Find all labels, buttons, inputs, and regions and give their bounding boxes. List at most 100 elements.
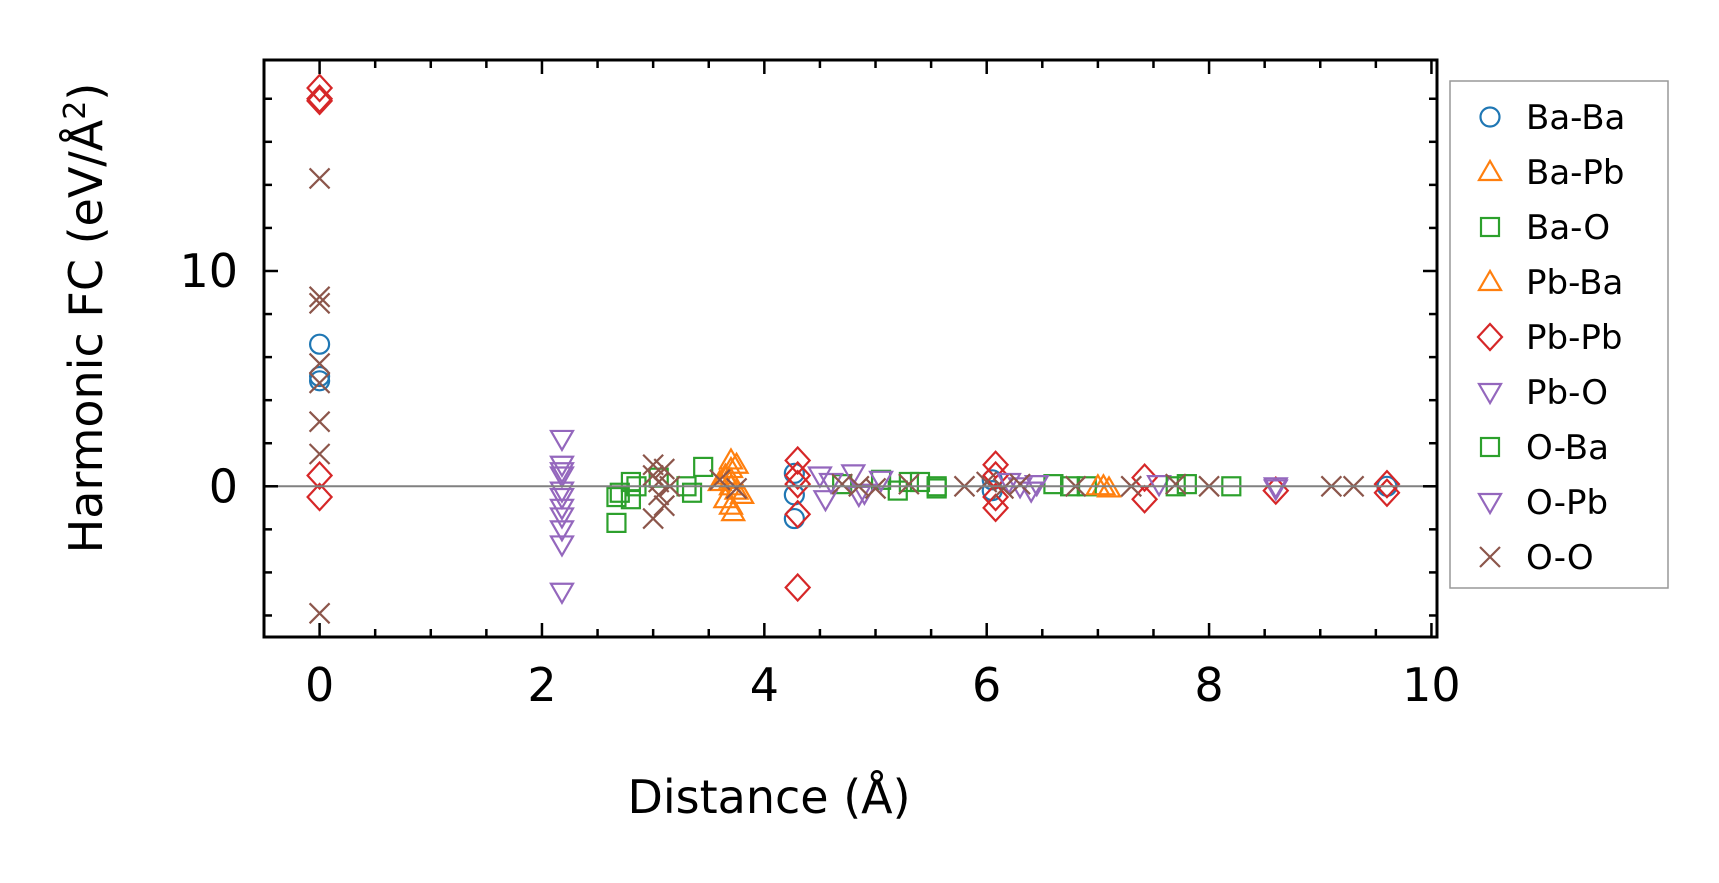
legend-label: Ba-Ba bbox=[1526, 98, 1625, 138]
data-point bbox=[549, 466, 575, 489]
data-point bbox=[681, 482, 703, 503]
data-point bbox=[308, 372, 331, 394]
data-point bbox=[549, 507, 575, 530]
tick-labels: 0 2 4 6 8 10 0 10 bbox=[179, 244, 1460, 712]
data-point bbox=[783, 462, 805, 484]
data-point bbox=[729, 481, 756, 505]
legend: Ba-Ba Ba-Pb Ba-O Pb-Ba Pb-Pb Pb-O O-Ba O-Pb O-O bbox=[1449, 80, 1669, 589]
data-point bbox=[1373, 469, 1401, 499]
legend-marker bbox=[1477, 492, 1503, 516]
x-axis-title: Distance (Å) bbox=[627, 770, 910, 824]
data-point bbox=[1373, 478, 1401, 508]
data-point bbox=[783, 507, 805, 530]
data-point bbox=[807, 466, 833, 489]
data-point bbox=[693, 456, 714, 478]
data-point bbox=[1131, 463, 1159, 493]
data-point bbox=[1164, 473, 1187, 495]
data-point bbox=[653, 458, 676, 480]
data-point bbox=[308, 292, 331, 315]
legend-label: Pb-Ba bbox=[1526, 263, 1623, 303]
legend-item: Ba-O bbox=[1479, 208, 1610, 248]
x-tick-label: 0 bbox=[305, 658, 334, 712]
data-point bbox=[706, 468, 733, 492]
data-point bbox=[818, 472, 844, 496]
data-point bbox=[308, 370, 331, 392]
legend-item: Pb-O bbox=[1477, 373, 1608, 413]
data-point bbox=[609, 482, 630, 503]
legend-item: Ba-Ba bbox=[1479, 98, 1625, 138]
legend-label: O-Pb bbox=[1526, 483, 1608, 523]
data-point bbox=[1018, 481, 1045, 504]
data-point bbox=[1009, 473, 1031, 495]
data-point bbox=[982, 460, 1010, 491]
x-tick-label: 4 bbox=[750, 658, 779, 712]
legend-item: Pb-Pb bbox=[1476, 318, 1622, 358]
data-point bbox=[1007, 477, 1033, 500]
data-point bbox=[723, 451, 750, 474]
y-axis-title-superscript: 2 bbox=[58, 101, 93, 120]
data-point bbox=[982, 482, 1010, 512]
legend-label: Pb-O bbox=[1526, 373, 1608, 413]
data-point bbox=[1084, 473, 1111, 496]
plot-frame bbox=[262, 58, 1439, 639]
data-point bbox=[712, 462, 739, 485]
data-point bbox=[549, 462, 575, 485]
data-point bbox=[1043, 474, 1064, 495]
data-point bbox=[725, 477, 748, 500]
data-point bbox=[784, 460, 812, 491]
data-point bbox=[549, 455, 575, 478]
data-point bbox=[647, 484, 670, 506]
data-point bbox=[306, 460, 334, 491]
data-point bbox=[1176, 474, 1197, 495]
legend-label: O-Ba bbox=[1526, 428, 1609, 468]
data-point bbox=[784, 469, 812, 499]
series-o-pb bbox=[549, 462, 1289, 530]
data-point bbox=[653, 494, 676, 517]
data-point bbox=[840, 464, 867, 487]
legend-label: Ba-Pb bbox=[1526, 153, 1625, 193]
x-tick-label: 8 bbox=[1194, 658, 1223, 712]
data-point bbox=[868, 470, 894, 494]
data-point bbox=[549, 520, 575, 543]
x-tick-label: 6 bbox=[972, 658, 1001, 712]
data-point bbox=[308, 443, 331, 465]
legend-item: Ba-Pb bbox=[1477, 153, 1625, 193]
data-point bbox=[549, 487, 575, 511]
data-point bbox=[784, 572, 812, 603]
legend-marker bbox=[1477, 158, 1503, 182]
data-point bbox=[926, 478, 947, 499]
legend-item: O-Ba bbox=[1479, 428, 1609, 468]
data-point bbox=[308, 167, 331, 190]
data-point bbox=[306, 84, 334, 114]
series-pb-pb bbox=[306, 73, 1401, 603]
legend-marker bbox=[1479, 436, 1501, 458]
legend-label: Pb-Pb bbox=[1526, 318, 1622, 358]
y-tick-label: 10 bbox=[179, 244, 238, 298]
data-point bbox=[720, 498, 747, 522]
data-point bbox=[606, 486, 627, 508]
data-point bbox=[308, 333, 331, 355]
data-point bbox=[898, 473, 920, 495]
series-o-o bbox=[308, 167, 1365, 625]
legend-marker bbox=[1479, 546, 1501, 568]
data-point bbox=[898, 471, 919, 493]
x-tick-label: 10 bbox=[1402, 658, 1461, 712]
plot-marks bbox=[306, 73, 1401, 625]
legend-marker bbox=[1479, 216, 1501, 238]
y-axis-title-main: Harmonic FC (eV/Å bbox=[59, 119, 113, 553]
legend-item: O-O bbox=[1479, 538, 1594, 578]
series-ba-ba bbox=[308, 333, 1398, 530]
legend-item: Pb-Ba bbox=[1477, 263, 1623, 303]
data-point bbox=[308, 410, 331, 433]
data-point bbox=[620, 489, 642, 510]
data-point bbox=[306, 482, 334, 512]
data-point bbox=[812, 490, 839, 513]
data-point bbox=[1131, 484, 1159, 514]
legend-item: O-Pb bbox=[1477, 483, 1608, 523]
data-point bbox=[982, 450, 1010, 480]
data-point bbox=[308, 602, 331, 625]
data-point bbox=[549, 535, 575, 558]
legend-label: O-O bbox=[1526, 538, 1594, 578]
legend-marker bbox=[1477, 382, 1503, 406]
